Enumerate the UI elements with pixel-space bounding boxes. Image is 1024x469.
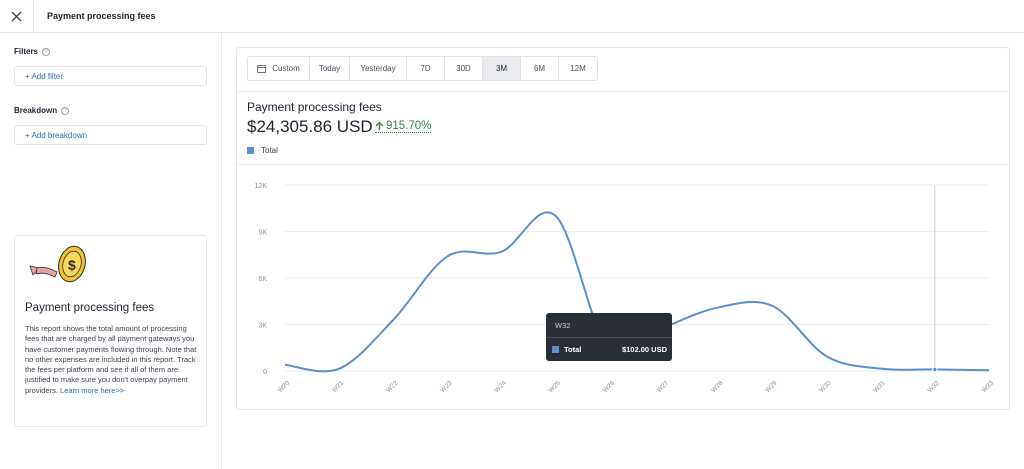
close-button[interactable] <box>0 0 33 33</box>
help-icon[interactable]: ? <box>42 47 51 56</box>
legend-label: Total <box>261 146 278 155</box>
chart-legend: Total <box>247 146 278 155</box>
info-description: This report shows the total amount of pr… <box>25 324 201 396</box>
x-tick-label: W26 <box>602 379 617 394</box>
sidebar: Filters ? + Add filter Breakdown ? + Add… <box>0 33 222 469</box>
tooltip-value: $102.00 USD <box>621 345 667 354</box>
x-tick-label: W27 <box>656 379 671 394</box>
add-filter-button[interactable]: + Add filter <box>14 66 207 86</box>
range-custom-button[interactable]: Custom <box>248 57 310 80</box>
tooltip-divider <box>546 337 672 338</box>
x-tick-label: W33 <box>981 379 996 394</box>
x-tick-label: W23 <box>439 379 454 394</box>
x-tick-label: W24 <box>493 379 508 394</box>
x-tick-label: W32 <box>927 379 942 394</box>
breakdown-label-text: Breakdown <box>14 106 58 115</box>
x-tick-label: W30 <box>818 379 833 394</box>
metric-change[interactable]: 915.70% <box>375 120 432 133</box>
tooltip-label: W32 <box>555 321 571 330</box>
top-bar-divider <box>33 0 34 33</box>
calendar-icon <box>257 64 267 73</box>
y-tick-label: 9K <box>258 230 267 237</box>
coin-illustration-icon: $ <box>29 245 86 283</box>
range-3m-button[interactable]: 3M <box>483 57 521 80</box>
panel-divider <box>237 91 1009 92</box>
range-30d-button[interactable]: 30D <box>445 57 483 80</box>
learn-more-link[interactable]: Learn more here>> <box>60 385 125 395</box>
x-tick-label: W25 <box>548 379 563 394</box>
help-icon[interactable]: ? <box>61 106 70 115</box>
y-tick-label: 6K <box>258 276 267 283</box>
page-title: Payment processing fees <box>47 11 156 21</box>
arrow-up-icon <box>375 121 384 130</box>
metric-title: Payment processing fees <box>247 100 382 114</box>
close-icon <box>11 11 22 21</box>
x-tick-label: W29 <box>764 379 779 394</box>
tooltip-series-name: Total <box>564 345 582 354</box>
range-6m-button[interactable]: 6M <box>521 57 559 80</box>
filters-label-text: Filters <box>14 47 39 56</box>
metric-value: $24,305.86 USD <box>247 117 373 136</box>
range-yesterday-button[interactable]: Yesterday <box>350 57 407 80</box>
y-tick-label: 3K <box>258 323 267 330</box>
report-info-card: $ Payment processing fees This report sh… <box>14 235 207 427</box>
tooltip-swatch <box>552 346 559 353</box>
date-range-selector: Custom Today Yesterday 7D 30D 3M 6M 12M <box>247 56 598 81</box>
x-tick-label: W21 <box>331 379 346 394</box>
hover-point <box>932 366 938 373</box>
info-title: Payment processing fees <box>25 302 155 314</box>
breakdown-label: Breakdown ? <box>14 106 70 115</box>
panel-divider <box>237 164 1009 165</box>
top-bar: Payment processing fees <box>0 0 1024 33</box>
range-custom-label: Custom <box>272 64 300 73</box>
y-tick-label: 0 <box>263 369 267 376</box>
range-today-button[interactable]: Today <box>310 57 350 80</box>
add-breakdown-button[interactable]: + Add breakdown <box>14 125 207 145</box>
x-tick-label: W31 <box>872 379 887 394</box>
range-7d-button[interactable]: 7D <box>407 57 445 80</box>
legend-swatch <box>247 147 254 154</box>
filters-label: Filters ? <box>14 47 51 56</box>
x-tick-label: W28 <box>710 379 725 394</box>
y-tick-label: 12K <box>255 183 268 190</box>
x-tick-label: W22 <box>385 379 400 394</box>
chart-tooltip: W32 Total $102.00 USD <box>546 313 672 361</box>
x-tick-label: W20 <box>277 379 292 394</box>
info-text: This report shows the total amount of pr… <box>25 324 197 395</box>
range-12m-button[interactable]: 12M <box>559 57 597 80</box>
svg-text:$: $ <box>68 257 76 273</box>
metric-change-value: 915.70% <box>386 120 432 132</box>
